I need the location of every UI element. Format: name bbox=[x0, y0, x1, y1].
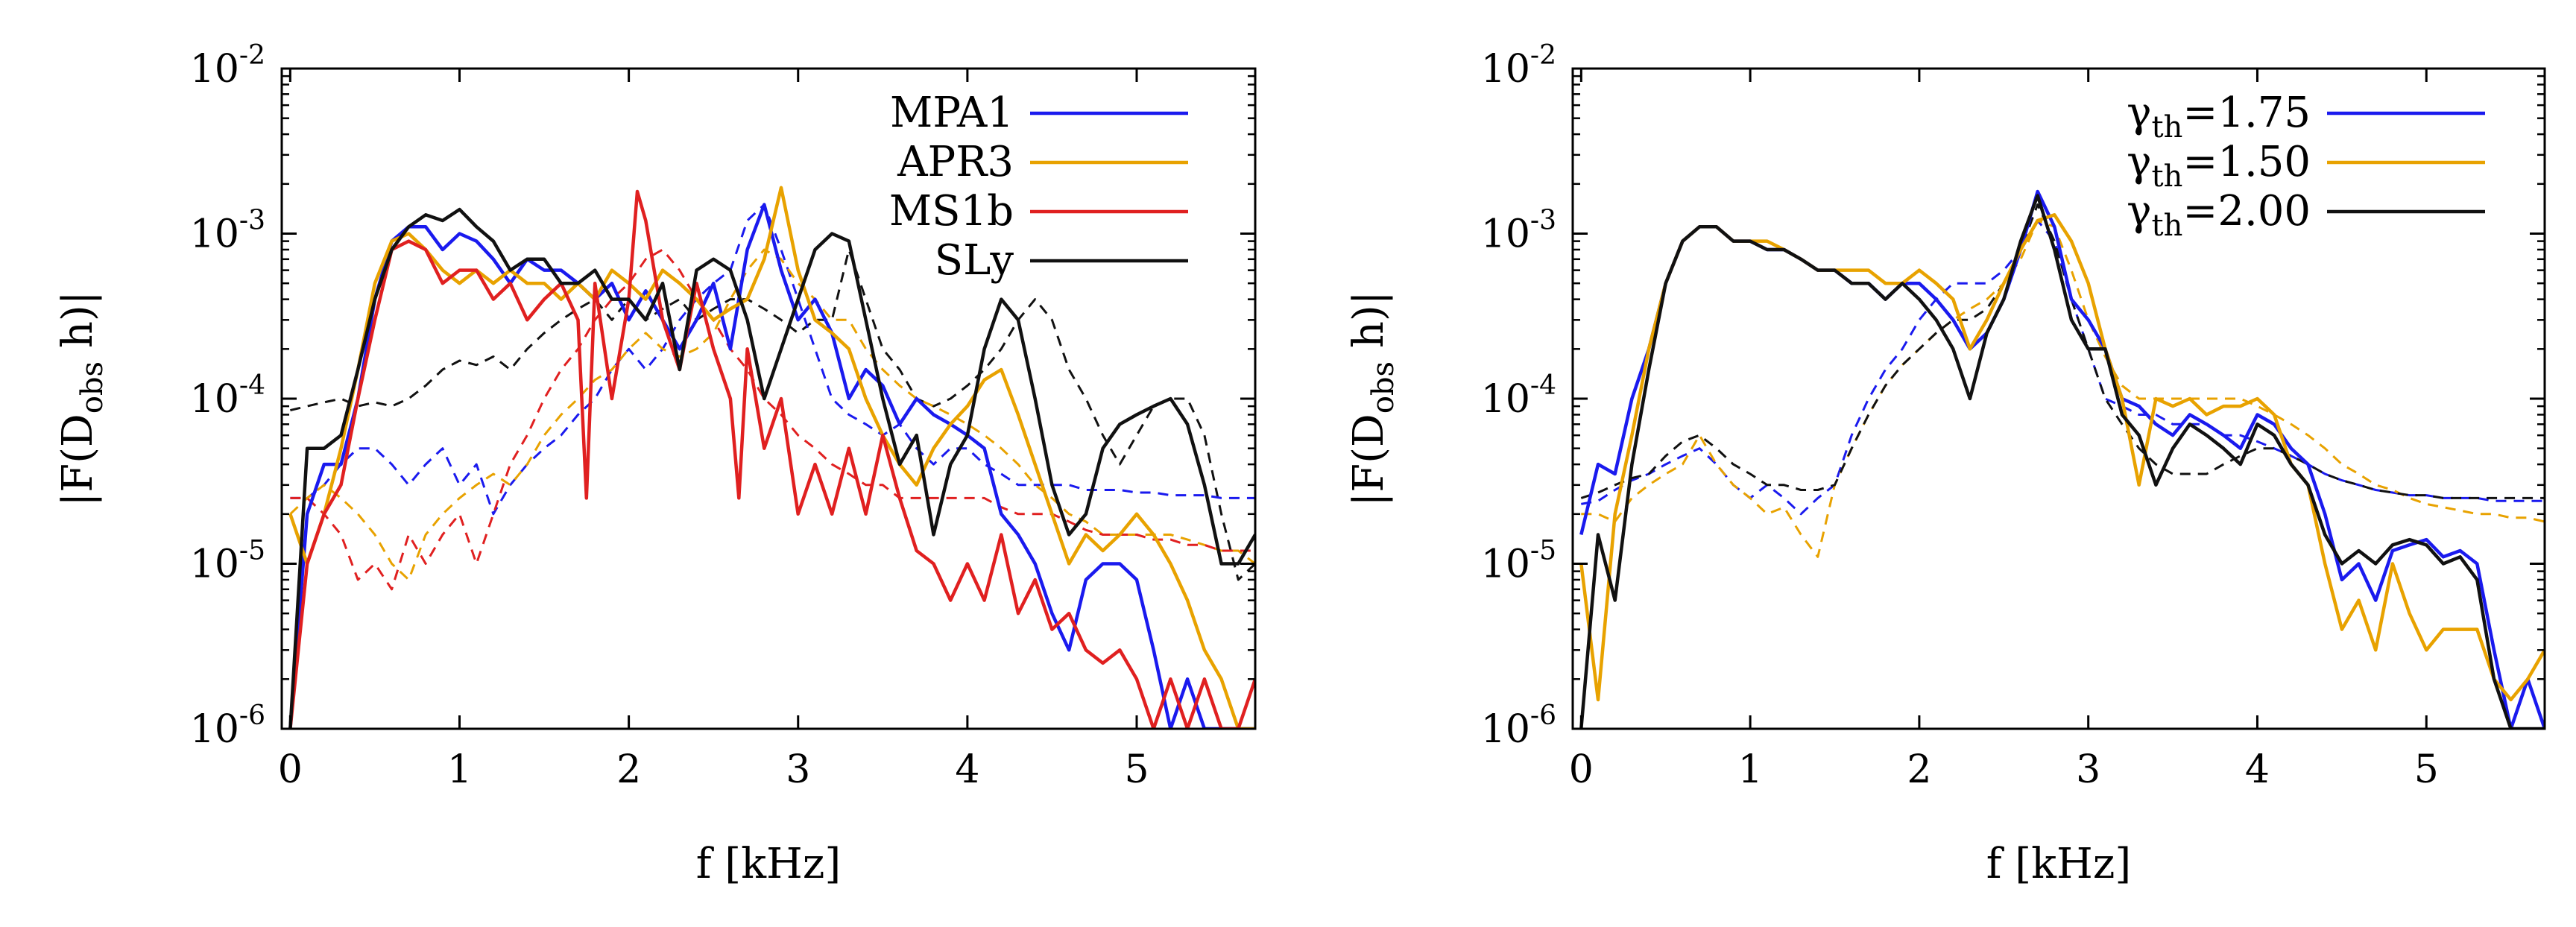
y-axis-label: |F(Dobs h)| bbox=[1345, 291, 1401, 506]
x-tick-label: 4 bbox=[955, 747, 979, 792]
y-tick-label: 10-3 bbox=[190, 206, 265, 257]
y-tick-label: 10-3 bbox=[1481, 206, 1556, 257]
x-tick-label: 2 bbox=[616, 747, 641, 792]
legend-label: γth=2.00 bbox=[2127, 187, 2311, 243]
x-tick-label: 3 bbox=[2076, 747, 2100, 792]
y-tick-label: 10-4 bbox=[1481, 370, 1556, 422]
series-line-dashed-e8a200 bbox=[1581, 219, 2545, 558]
x-tick-label: 3 bbox=[786, 747, 810, 792]
x-tick-label: 0 bbox=[1569, 747, 1594, 792]
x-axis-label: f [kHz] bbox=[1986, 840, 2132, 888]
legend-label: APR3 bbox=[897, 138, 1014, 186]
plot-frame bbox=[280, 67, 1257, 730]
x-tick-label: 5 bbox=[1124, 747, 1149, 792]
series-line-dashed-111111 bbox=[1580, 203, 2545, 499]
x-tick-label: 1 bbox=[1738, 747, 1763, 792]
y-tick-label: 10-5 bbox=[190, 536, 265, 587]
series-line-sly bbox=[288, 207, 1255, 729]
legend-label: γth=1.50 bbox=[2127, 138, 2311, 194]
y-tick-label: 10-2 bbox=[1481, 40, 1556, 92]
series-line-dashed-e8a200 bbox=[289, 248, 1255, 581]
legend-label: MS1b bbox=[889, 187, 1014, 235]
series-line-dashed-1a1aee bbox=[290, 203, 1255, 516]
series-line-mpa1 bbox=[288, 203, 1255, 729]
chart-panel-1: 0 1 2 3 4 5 10-6 10-5 10-4 10-3 10-2 f [kHz] |F(Dobs… bbox=[54, 40, 1257, 888]
x-tick-label: 0 bbox=[278, 747, 303, 792]
y-tick-label: 10-6 bbox=[190, 700, 265, 752]
y-tick-label: 10-2 bbox=[190, 40, 265, 92]
x-tick-label: 2 bbox=[1907, 747, 1931, 792]
y-tick-label: 10-6 bbox=[1481, 700, 1556, 752]
legend-label: γth=1.75 bbox=[2127, 89, 2311, 145]
x-tick-label: 4 bbox=[2245, 747, 2270, 792]
x-tick-label: 5 bbox=[2414, 747, 2439, 792]
chart-panel-2: 0 1 2 3 4 5 10-6 10-5 10-4 10-3 10-2 f [kHz] |F(Dobs… bbox=[1345, 40, 2546, 888]
x-axis-label: f [kHz] bbox=[696, 840, 842, 888]
series-line-dashed-111111 bbox=[290, 248, 1255, 581]
x-tick-label: 1 bbox=[447, 747, 472, 792]
y-tick-label: 10-5 bbox=[1481, 536, 1556, 587]
y-tick-label: 10-4 bbox=[190, 370, 265, 422]
legend-label: MPA1 bbox=[890, 89, 1014, 137]
plot-area bbox=[1579, 189, 2545, 729]
y-axis-label: |F(Dobs h)| bbox=[54, 291, 110, 506]
series-line-ms1b bbox=[288, 189, 1255, 729]
series-line--th-2-00 bbox=[1579, 194, 2545, 729]
legend-label: SLy bbox=[935, 236, 1014, 285]
series-line-dashed-e02020 bbox=[290, 248, 1255, 591]
plot-area bbox=[288, 186, 1255, 729]
plot-frame bbox=[1571, 67, 2546, 730]
